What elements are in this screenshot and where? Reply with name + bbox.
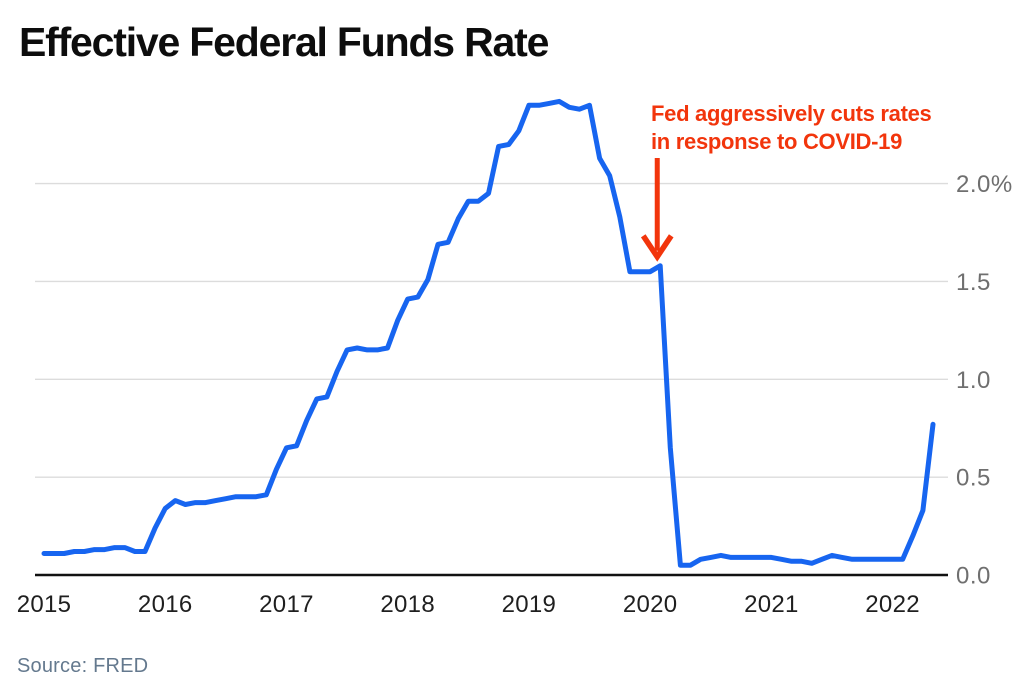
x-tick-label: 2021: [744, 591, 799, 618]
x-tick-label: 2015: [17, 591, 72, 618]
x-tick-label: 2018: [380, 591, 435, 618]
effr-line-series: [41, 98, 936, 568]
x-tick-label: 2017: [259, 591, 314, 618]
y-tick-label: 1.5: [956, 269, 991, 296]
chart-title: Effective Federal Funds Rate: [19, 19, 549, 65]
y-tick-label: 2.0%: [956, 171, 1013, 198]
annotation-arrow-icon: [640, 158, 674, 262]
y-axis-labels: 0.0 0.5 1.0 1.5 2.0%: [956, 171, 1013, 590]
y-tick-label: 0.5: [956, 465, 991, 492]
y-tick-label: 0.0: [956, 563, 991, 590]
x-tick-label: 2019: [502, 591, 557, 618]
source-credit: Source: FRED: [17, 655, 149, 677]
annotation-text: Fed aggressively cuts rates in response …: [651, 100, 932, 156]
y-tick-label: 1.0: [956, 367, 991, 394]
x-axis-labels: 2015 2016 2017 2018 2019 2020 2021 2022: [17, 591, 920, 618]
x-tick-label: 2016: [138, 591, 193, 618]
annotation-line-1: Fed aggressively cuts rates: [651, 101, 932, 126]
annotation-line-2: in response to COVID-19: [651, 129, 903, 154]
x-tick-label: 2022: [865, 591, 920, 618]
gridlines: [35, 182, 948, 478]
x-tick-label: 2020: [623, 591, 678, 618]
